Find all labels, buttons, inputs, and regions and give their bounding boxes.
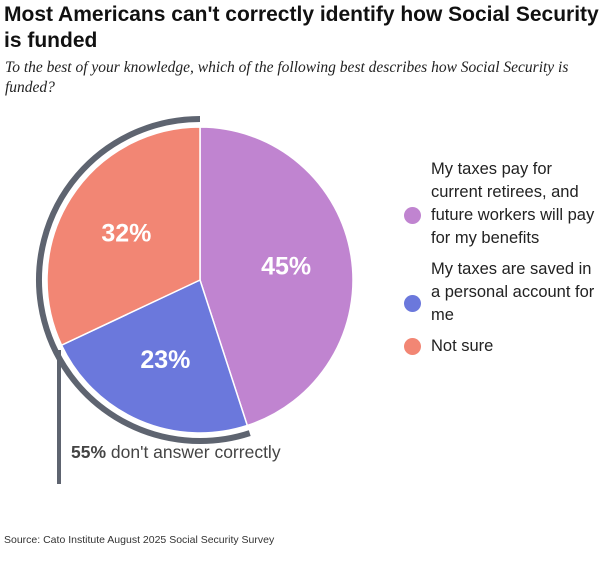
legend-swatch-pay-as-you-go	[404, 207, 421, 224]
legend-label-not-sure: Not sure	[431, 337, 494, 355]
legend-label-pay-as-you-go: My taxes pay for current retirees, and f…	[431, 160, 595, 247]
pie-slice-not-sure	[46, 126, 201, 347]
pie-slice-personal-account	[60, 278, 249, 434]
legend-item-pay-as-you-go: My taxes pay for current retirees, and f…	[404, 158, 604, 250]
legend-item-personal-account: My taxes are saved in a personal account…	[404, 258, 604, 327]
slice-label-pay-as-you-go: 45%	[261, 252, 311, 280]
slice-label-personal-account: 23%	[140, 346, 190, 374]
incorrect-answer-annotation: 55% don't answer correctly	[71, 441, 281, 463]
chart-title: Most Americans can't correctly identify …	[4, 3, 599, 52]
pie-slice-pay-as-you-go	[199, 126, 354, 427]
slice-label-not-sure: 32%	[101, 219, 151, 247]
annotation-text: don't answer correctly	[110, 442, 281, 462]
legend-item-not-sure: Not sure	[404, 335, 604, 358]
legend-swatch-personal-account	[404, 295, 421, 312]
legend-swatch-not-sure	[404, 338, 421, 355]
incorrect-bracket-arc	[36, 116, 251, 444]
chart-subtitle: To the best of your knowledge, which of …	[5, 59, 569, 96]
annotation-percent: 55%	[71, 442, 107, 462]
legend-label-personal-account: My taxes are saved in a personal account…	[431, 260, 595, 324]
legend: My taxes pay for current retirees, and f…	[404, 158, 604, 366]
source-note: Source: Cato Institute August 2025 Socia…	[4, 534, 275, 546]
